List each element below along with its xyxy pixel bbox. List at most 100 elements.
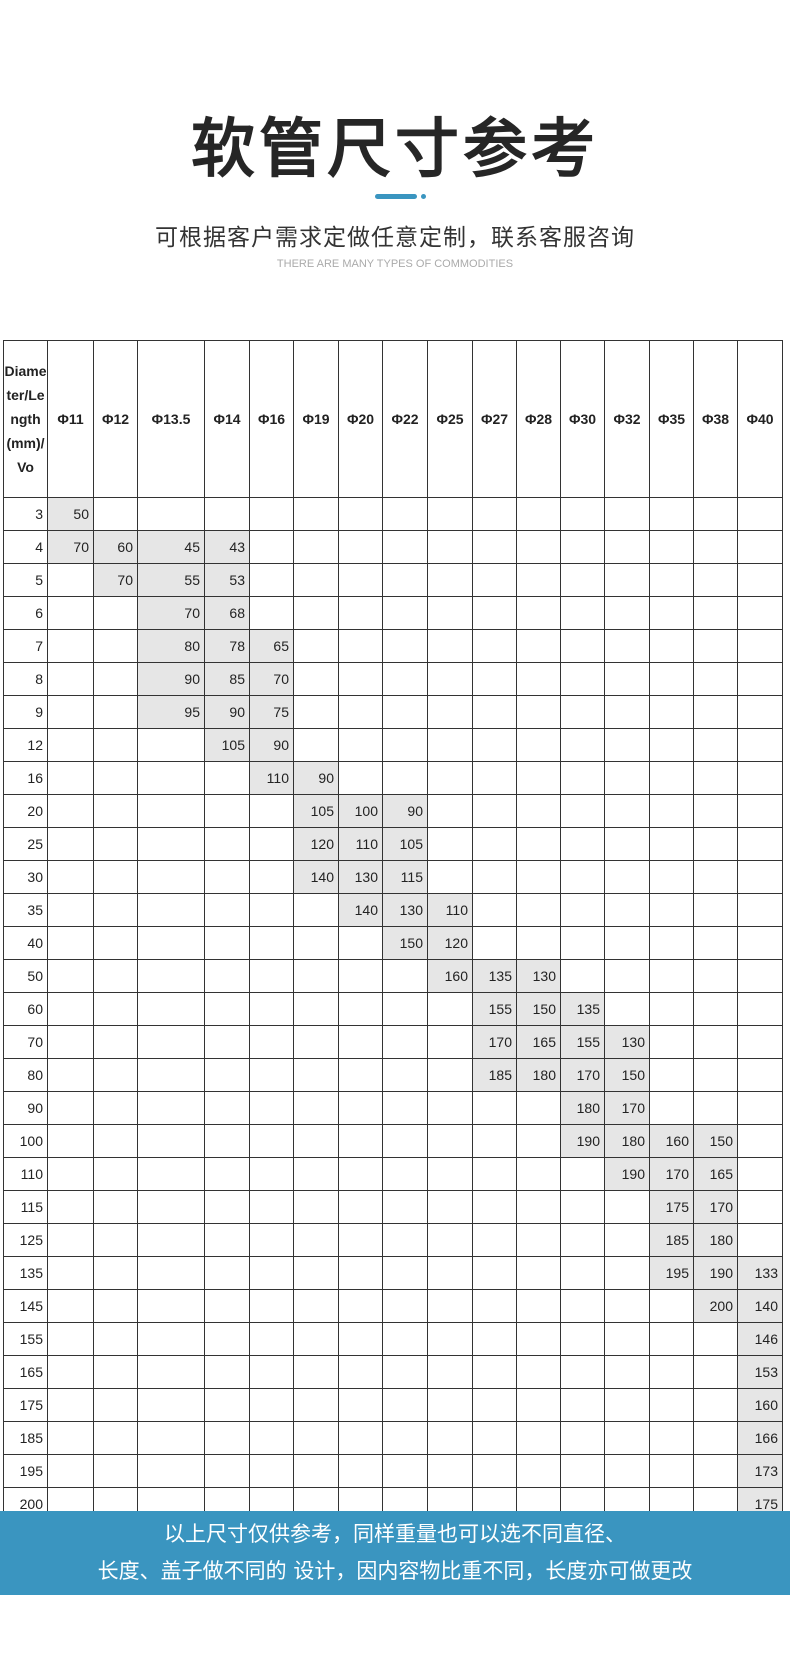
empty-cell bbox=[427, 1454, 473, 1488]
empty-cell bbox=[204, 860, 250, 894]
table-row: 9 95 90 75 bbox=[3, 695, 783, 729]
empty-cell bbox=[249, 959, 294, 993]
empty-cell bbox=[693, 1091, 738, 1125]
english-caption: THERE ARE MANY TYPES OF COMMODITIES bbox=[276, 258, 514, 270]
empty-cell bbox=[93, 695, 138, 729]
row-label: 135 bbox=[3, 1256, 48, 1290]
empty-cell bbox=[382, 1190, 428, 1224]
empty-cell bbox=[737, 629, 783, 663]
empty-cell bbox=[137, 761, 205, 795]
empty-cell bbox=[560, 1355, 605, 1389]
empty-cell bbox=[516, 629, 561, 663]
empty-cell bbox=[338, 1289, 383, 1323]
row-label: 145 bbox=[3, 1289, 48, 1323]
empty-cell bbox=[604, 1388, 650, 1422]
empty-cell bbox=[93, 1355, 138, 1389]
empty-cell bbox=[604, 794, 650, 828]
empty-cell bbox=[47, 695, 94, 729]
empty-cell bbox=[47, 1058, 94, 1092]
empty-cell bbox=[249, 860, 294, 894]
page-title: 软管尺寸参考 bbox=[191, 113, 599, 187]
table-row: 16 110 90 bbox=[3, 761, 783, 795]
empty-cell bbox=[93, 1058, 138, 1092]
empty-cell bbox=[382, 1223, 428, 1257]
empty-cell bbox=[338, 1388, 383, 1422]
empty-cell bbox=[382, 1289, 428, 1323]
empty-cell bbox=[137, 926, 205, 960]
empty-cell bbox=[338, 1091, 383, 1125]
empty-cell bbox=[382, 1091, 428, 1125]
empty-cell bbox=[249, 1454, 294, 1488]
empty-cell bbox=[604, 596, 650, 630]
empty-cell bbox=[737, 563, 783, 597]
column-header: Φ32 bbox=[604, 340, 650, 498]
row-label: 110 bbox=[3, 1157, 48, 1191]
footer-banner: 以上尺寸仅供参考，同样重量也可以选不同直径、 长度、盖子做不同的 设计，因内容物… bbox=[0, 1511, 790, 1595]
value-cell: 150 bbox=[516, 992, 561, 1026]
empty-cell bbox=[472, 1388, 517, 1422]
empty-cell bbox=[427, 827, 473, 861]
empty-cell bbox=[604, 1322, 650, 1356]
empty-cell bbox=[737, 926, 783, 960]
empty-cell bbox=[516, 695, 561, 729]
value-cell: 90 bbox=[249, 728, 294, 762]
empty-cell bbox=[382, 959, 428, 993]
empty-cell bbox=[93, 1454, 138, 1488]
empty-cell bbox=[47, 563, 94, 597]
empty-cell bbox=[472, 860, 517, 894]
empty-cell bbox=[382, 662, 428, 696]
empty-cell bbox=[649, 662, 694, 696]
value-cell: 175 bbox=[649, 1190, 694, 1224]
table-row: 20 105 100 90 bbox=[3, 794, 783, 828]
empty-cell bbox=[649, 563, 694, 597]
empty-cell bbox=[472, 926, 517, 960]
empty-cell bbox=[137, 1091, 205, 1125]
value-cell: 133 bbox=[737, 1256, 783, 1290]
value-cell: 105 bbox=[382, 827, 428, 861]
empty-cell bbox=[249, 1190, 294, 1224]
empty-cell bbox=[249, 1256, 294, 1290]
empty-cell bbox=[204, 893, 250, 927]
empty-cell bbox=[427, 497, 473, 531]
empty-cell bbox=[560, 497, 605, 531]
empty-cell bbox=[693, 1025, 738, 1059]
empty-cell bbox=[560, 794, 605, 828]
empty-cell bbox=[382, 728, 428, 762]
table-row: 7 80 78 65 bbox=[3, 629, 783, 663]
value-cell: 180 bbox=[604, 1124, 650, 1158]
empty-cell bbox=[249, 1223, 294, 1257]
empty-cell bbox=[560, 1454, 605, 1488]
empty-cell bbox=[516, 563, 561, 597]
empty-cell bbox=[47, 761, 94, 795]
empty-cell bbox=[47, 1322, 94, 1356]
value-cell: 200 bbox=[693, 1289, 738, 1323]
empty-cell bbox=[249, 827, 294, 861]
empty-cell bbox=[137, 827, 205, 861]
column-header: Φ12 bbox=[93, 340, 138, 498]
empty-cell bbox=[249, 1157, 294, 1191]
empty-cell bbox=[249, 1421, 294, 1455]
empty-cell bbox=[604, 893, 650, 927]
empty-cell bbox=[427, 1388, 473, 1422]
empty-cell bbox=[516, 662, 561, 696]
empty-cell bbox=[47, 1256, 94, 1290]
empty-cell bbox=[472, 695, 517, 729]
empty-cell bbox=[516, 926, 561, 960]
value-cell: 153 bbox=[737, 1355, 783, 1389]
empty-cell bbox=[204, 926, 250, 960]
empty-cell bbox=[293, 1157, 339, 1191]
value-cell: 140 bbox=[293, 860, 339, 894]
value-cell: 170 bbox=[604, 1091, 650, 1125]
empty-cell bbox=[427, 596, 473, 630]
row-label: 195 bbox=[3, 1454, 48, 1488]
empty-cell bbox=[137, 794, 205, 828]
empty-cell bbox=[204, 1289, 250, 1323]
empty-cell bbox=[137, 1421, 205, 1455]
empty-cell bbox=[560, 695, 605, 729]
empty-cell bbox=[249, 1025, 294, 1059]
empty-cell bbox=[93, 860, 138, 894]
value-cell: 43 bbox=[204, 530, 250, 564]
value-cell: 90 bbox=[293, 761, 339, 795]
empty-cell bbox=[472, 1091, 517, 1125]
empty-cell bbox=[604, 1289, 650, 1323]
